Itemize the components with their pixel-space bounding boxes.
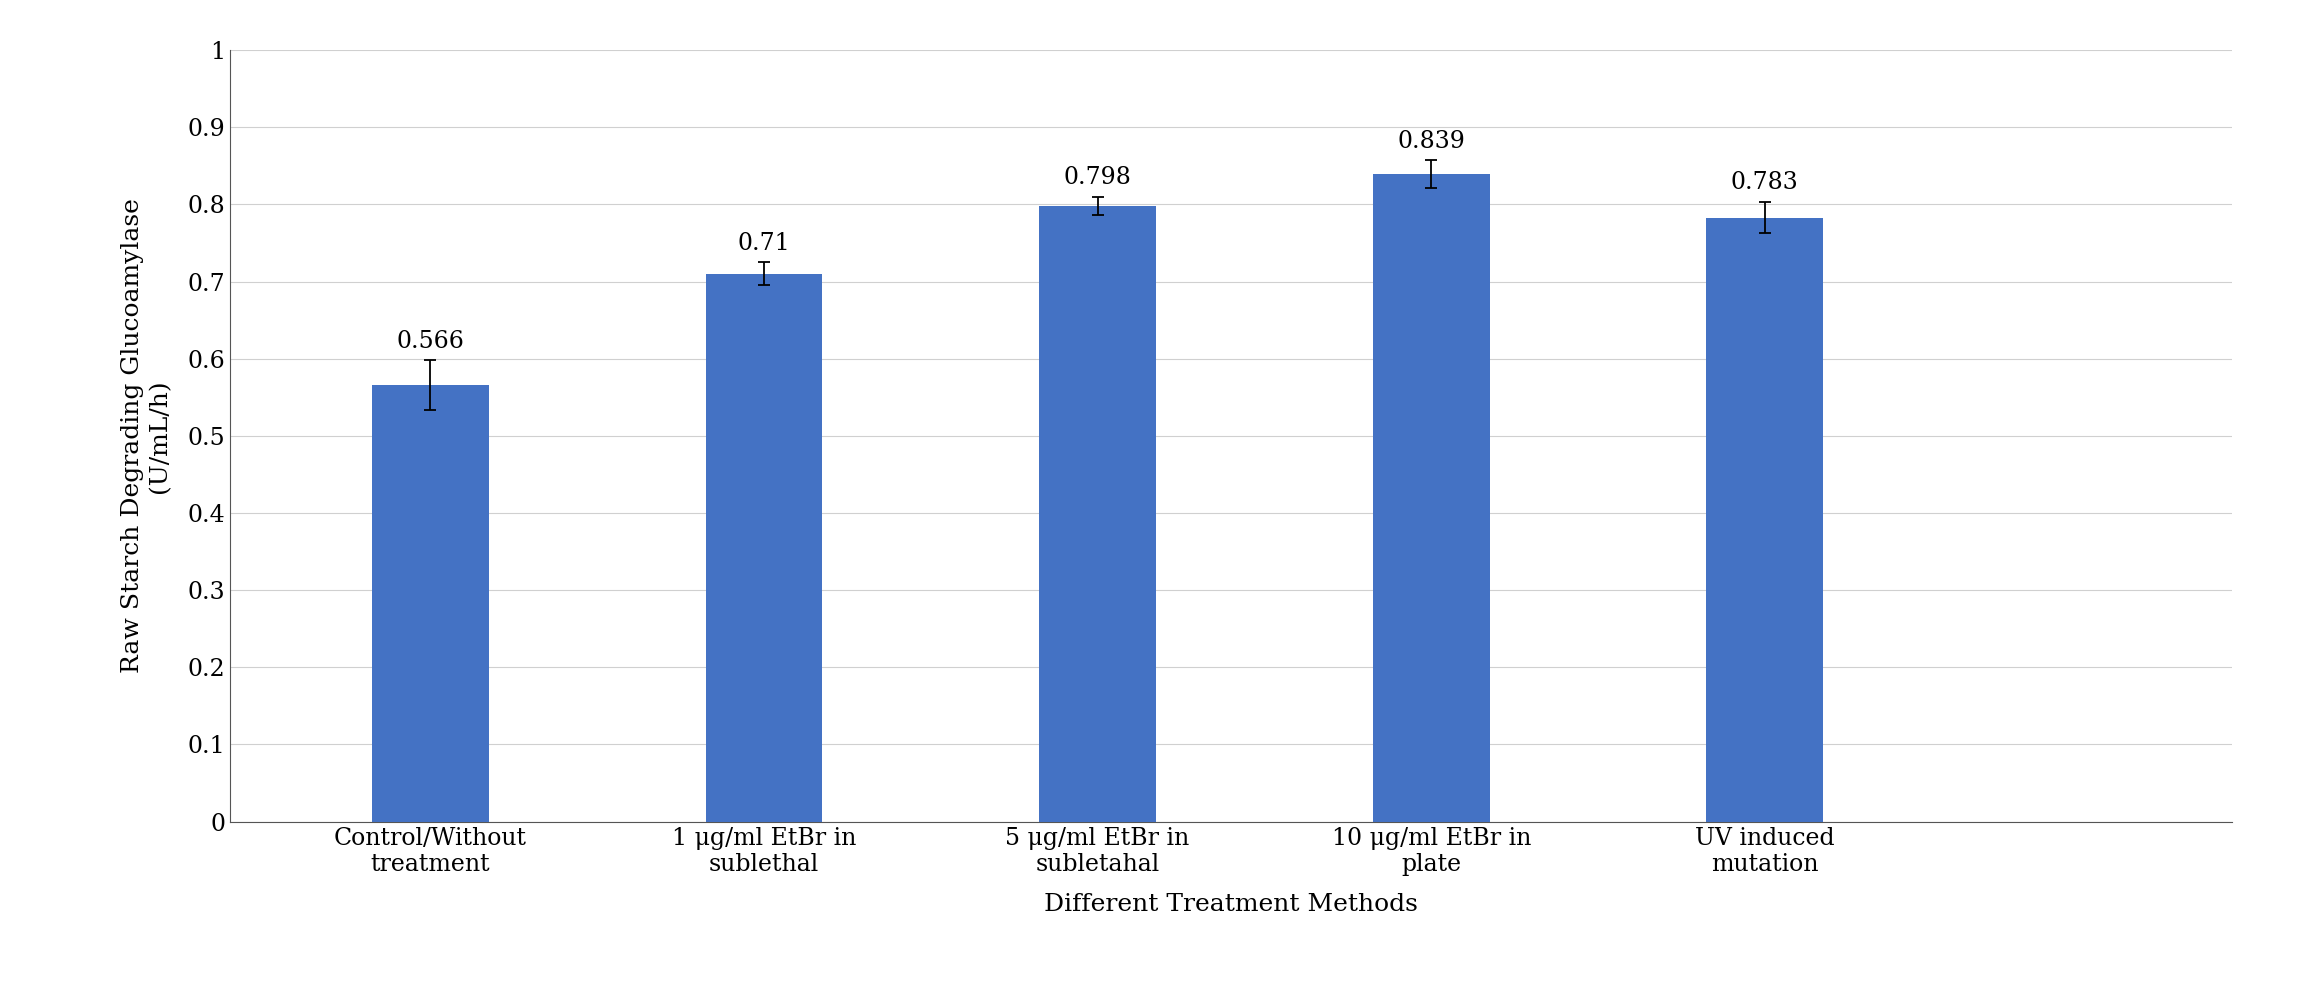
Y-axis label: Raw Starch Degrading Glucoamylase
(U/mL/h): Raw Starch Degrading Glucoamylase (U/mL/… <box>122 198 170 673</box>
Bar <box>706 274 821 822</box>
Bar <box>373 385 488 822</box>
Text: 0.71: 0.71 <box>739 231 789 255</box>
Bar <box>1707 217 1822 822</box>
Text: 0.566: 0.566 <box>396 330 465 353</box>
X-axis label: Different Treatment Methods: Different Treatment Methods <box>1045 893 1417 916</box>
Bar <box>1374 174 1489 822</box>
Text: 0.783: 0.783 <box>1730 171 1799 194</box>
Text: 0.798: 0.798 <box>1063 166 1132 189</box>
Bar <box>1040 206 1155 822</box>
Text: 0.839: 0.839 <box>1397 129 1466 152</box>
